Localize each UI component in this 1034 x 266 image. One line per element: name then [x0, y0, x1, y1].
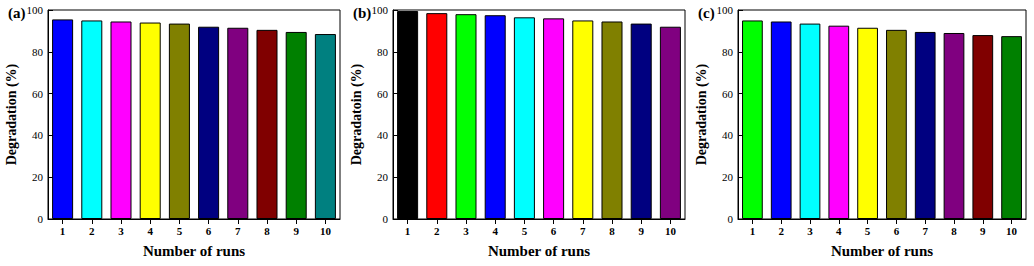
svg-text:60: 60 [377, 88, 389, 100]
svg-text:0: 0 [728, 213, 734, 225]
svg-text:Number of runs: Number of runs [143, 243, 245, 259]
svg-text:3: 3 [807, 225, 813, 237]
svg-text:6: 6 [206, 225, 212, 237]
svg-text:(c): (c) [698, 5, 715, 22]
svg-text:6: 6 [551, 225, 557, 237]
svg-text:0: 0 [38, 213, 44, 225]
svg-text:20: 20 [32, 171, 44, 183]
svg-text:2: 2 [434, 225, 440, 237]
svg-text:3: 3 [118, 225, 124, 237]
svg-text:7: 7 [922, 225, 928, 237]
svg-text:6: 6 [894, 225, 900, 237]
svg-text:9: 9 [638, 225, 644, 237]
svg-text:100: 100 [27, 4, 44, 16]
svg-text:2: 2 [89, 225, 95, 237]
svg-text:20: 20 [377, 171, 389, 183]
svg-text:7: 7 [235, 225, 241, 237]
svg-text:1: 1 [405, 225, 411, 237]
svg-text:Degradatoin (%): Degradatoin (%) [349, 63, 365, 165]
svg-text:1: 1 [60, 225, 66, 237]
svg-text:3: 3 [463, 225, 469, 237]
svg-text:80: 80 [32, 46, 44, 58]
svg-text:(a): (a) [8, 5, 26, 22]
svg-text:Number of runs: Number of runs [488, 243, 590, 259]
svg-text:2: 2 [778, 225, 784, 237]
svg-text:100: 100 [372, 4, 389, 16]
svg-text:60: 60 [722, 88, 734, 100]
svg-text:9: 9 [293, 225, 299, 237]
svg-text:9: 9 [980, 225, 986, 237]
svg-text:40: 40 [722, 129, 734, 141]
svg-text:4: 4 [492, 225, 498, 237]
svg-text:Number of runs: Number of runs [831, 243, 933, 259]
svg-text:1: 1 [750, 225, 756, 237]
svg-text:0: 0 [383, 213, 389, 225]
svg-text:60: 60 [32, 88, 44, 100]
svg-text:20: 20 [722, 171, 734, 183]
svg-text:Degradation (%): Degradation (%) [4, 63, 20, 165]
svg-text:10: 10 [320, 225, 332, 237]
svg-text:(b): (b) [353, 5, 371, 22]
svg-text:4: 4 [147, 225, 153, 237]
svg-text:8: 8 [951, 225, 957, 237]
svg-text:8: 8 [609, 225, 615, 237]
svg-text:100: 100 [717, 4, 734, 16]
svg-text:5: 5 [865, 225, 871, 237]
svg-text:10: 10 [1006, 225, 1018, 237]
svg-text:4: 4 [836, 225, 842, 237]
svg-text:Degradation (%): Degradation (%) [694, 63, 710, 165]
svg-text:40: 40 [32, 129, 44, 141]
svg-text:80: 80 [722, 46, 734, 58]
svg-text:80: 80 [377, 46, 389, 58]
svg-text:7: 7 [580, 225, 586, 237]
svg-text:40: 40 [377, 129, 389, 141]
svg-text:10: 10 [665, 225, 677, 237]
svg-text:5: 5 [177, 225, 183, 237]
svg-text:8: 8 [264, 225, 270, 237]
svg-text:5: 5 [522, 225, 528, 237]
